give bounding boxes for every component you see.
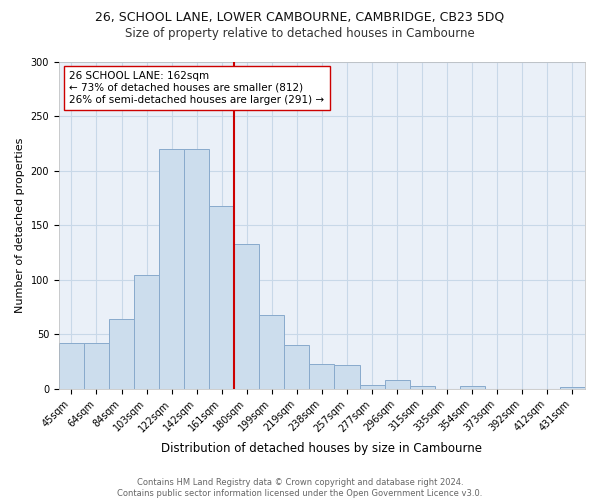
Bar	[134, 276, 159, 389]
Bar	[159, 149, 184, 389]
Bar	[359, 384, 385, 389]
Text: Contains HM Land Registry data © Crown copyright and database right 2024.
Contai: Contains HM Land Registry data © Crown c…	[118, 478, 482, 498]
Y-axis label: Number of detached properties: Number of detached properties	[15, 138, 25, 313]
Bar	[259, 314, 284, 389]
Bar	[59, 343, 84, 389]
Text: 26, SCHOOL LANE, LOWER CAMBOURNE, CAMBRIDGE, CB23 5DQ: 26, SCHOOL LANE, LOWER CAMBOURNE, CAMBRI…	[95, 10, 505, 23]
Bar	[560, 387, 585, 389]
Text: Size of property relative to detached houses in Cambourne: Size of property relative to detached ho…	[125, 28, 475, 40]
Bar	[385, 380, 410, 389]
Bar	[184, 149, 209, 389]
Bar	[234, 244, 259, 389]
Bar	[410, 386, 434, 389]
Bar	[284, 346, 310, 389]
Bar	[109, 319, 134, 389]
Bar	[84, 343, 109, 389]
Bar	[460, 386, 485, 389]
Bar	[310, 364, 334, 389]
Bar	[209, 206, 234, 389]
X-axis label: Distribution of detached houses by size in Cambourne: Distribution of detached houses by size …	[161, 442, 482, 455]
Bar	[334, 365, 359, 389]
Text: 26 SCHOOL LANE: 162sqm
← 73% of detached houses are smaller (812)
26% of semi-de: 26 SCHOOL LANE: 162sqm ← 73% of detached…	[70, 72, 325, 104]
